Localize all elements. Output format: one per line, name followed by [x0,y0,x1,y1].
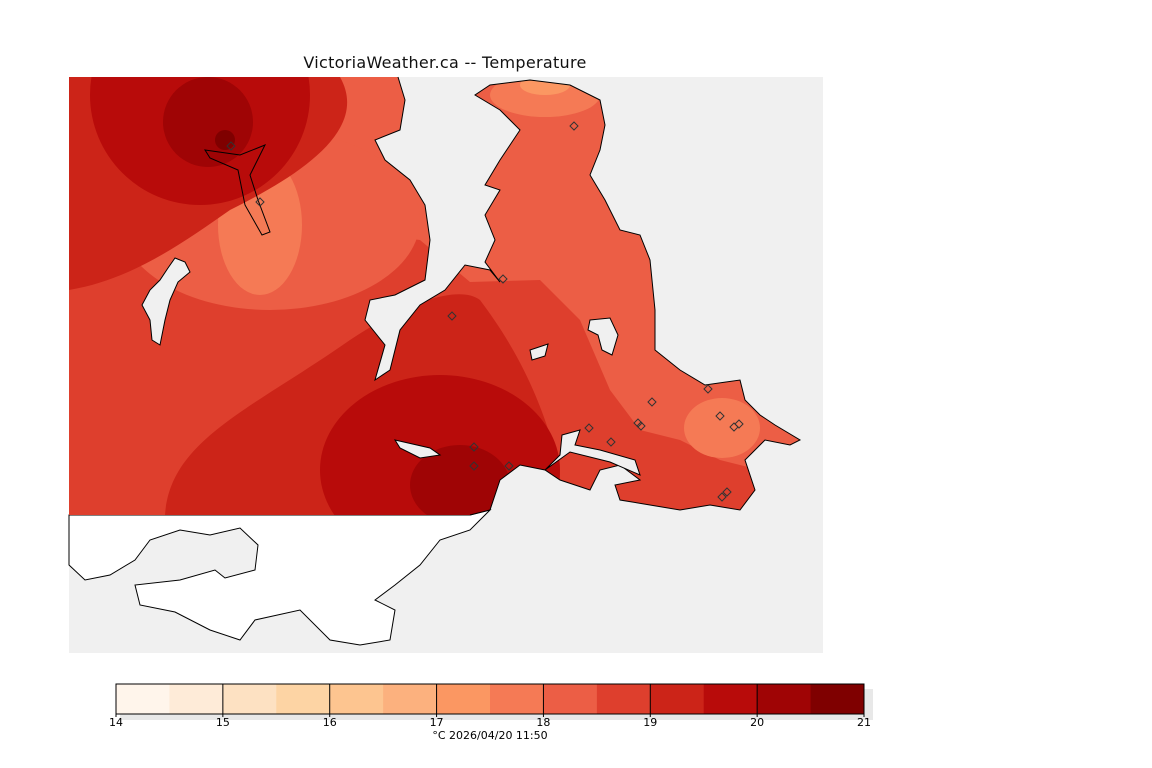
colorbar-tick-label: 18 [536,716,551,729]
colorbar-swatch [757,684,812,714]
station-marker-icon[interactable] [717,492,727,502]
band-20-south [410,445,510,515]
legend-units-time: °C 2026/04/20 11:50 [432,729,548,742]
colorbar-swatch [276,684,331,714]
station-marker-icon[interactable] [498,274,508,284]
colorbar-swatch [329,684,384,714]
band-20-5-nw [215,130,235,150]
station-marker-icon[interactable] [226,141,236,151]
band-20-nw [163,77,253,167]
coastline [364,76,802,516]
colorbar-swatch [490,684,544,714]
lake-outline [529,343,549,361]
foreign-land [68,509,492,646]
colorbar-swatch [596,684,651,714]
colorbar-tick-label: 20 [750,716,765,729]
station-marker-icon[interactable] [469,442,479,452]
colorbar-swatch [222,684,277,714]
station-marker-icon[interactable] [636,421,646,431]
colorbar-swatch [543,684,598,714]
colorbar-swatch [383,684,438,714]
station-marker-icon[interactable] [722,487,732,497]
colorbar-tick-label: 15 [215,716,230,729]
lake-outline [141,257,191,346]
station-marker-icon[interactable] [447,311,457,321]
map-title: VictoriaWeather.ca -- Temperature [303,53,587,72]
station-marker-icon[interactable] [469,461,479,471]
weather-stations [226,121,744,502]
station-marker-icon[interactable] [569,121,579,131]
inlet-outline [204,144,271,236]
colorbar-swatch [810,684,865,714]
station-marker-icon[interactable] [715,411,725,421]
station-marker-icon[interactable] [734,419,744,429]
colorbar-tick-label: 16 [322,716,337,729]
band-17-5-east [684,398,760,458]
colorbar-tick-label: 17 [429,716,444,729]
station-marker-icon[interactable] [504,461,514,471]
colorbar-swatch [169,684,224,714]
station-marker-icon[interactable] [703,384,713,394]
colorbar-tick-label: 19 [643,716,658,729]
lake-outline [587,317,619,356]
colorbar-swatch [650,684,705,714]
station-marker-icon[interactable] [584,423,594,433]
station-marker-icon[interactable] [647,397,657,407]
station-marker-icon[interactable] [255,197,265,207]
colorbar-tick-label: 21 [857,716,871,729]
station-marker-icon[interactable] [606,437,616,447]
lake-outline [393,439,442,459]
colorbar-swatch [436,684,491,714]
colorbar-swatch [116,684,170,714]
colorbar-tick-label: 14 [109,716,123,729]
harbour-outline [544,429,641,476]
colorbar-swatch [703,684,758,714]
colorbar [115,683,865,717]
